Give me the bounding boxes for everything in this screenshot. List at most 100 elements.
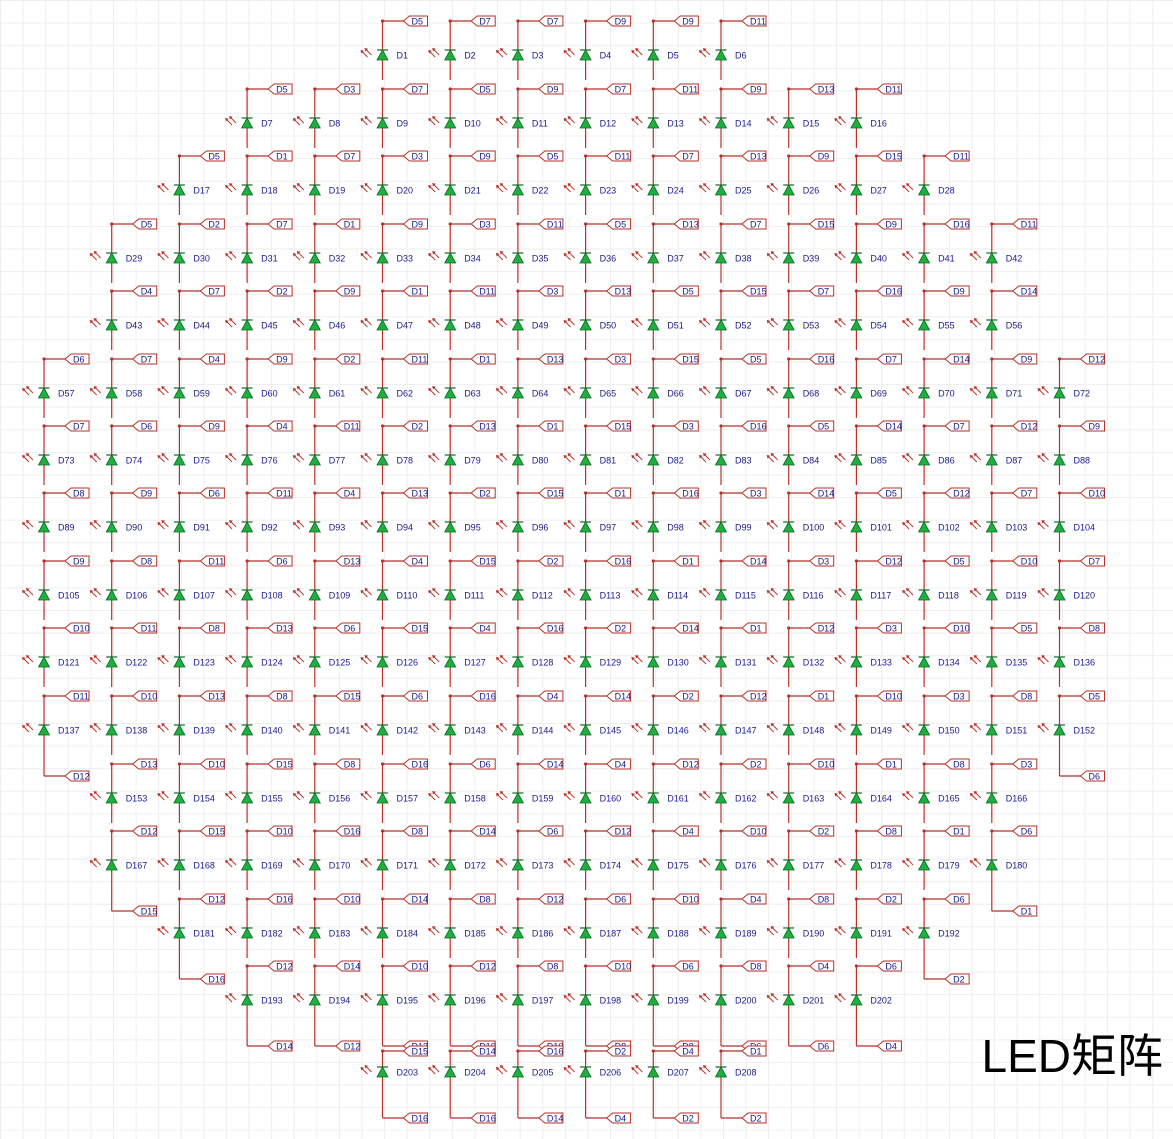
svg-text:D15: D15 (276, 759, 293, 769)
net-label-top: D11 (876, 83, 902, 95)
svg-text:D8: D8 (73, 488, 85, 498)
svg-text:D13: D13 (208, 691, 225, 701)
net-label-top: D14 (538, 758, 563, 770)
led-d70: D70 D14 (902, 353, 970, 418)
led-designator: D21 (464, 186, 481, 196)
led-designator: D81 (600, 456, 617, 466)
emission-arrows-icon (563, 386, 575, 396)
net-label-top: D13 (335, 555, 360, 567)
led-designator: D119 (1006, 591, 1027, 601)
led-designator: D95 (464, 523, 481, 533)
led-d31: D31 D7 (225, 218, 293, 283)
svg-text:D14: D14 (547, 1113, 564, 1123)
led-d50: D50 D13 (563, 285, 631, 350)
svg-text:D1: D1 (682, 556, 694, 566)
led-d108: D108 D6 (225, 555, 293, 620)
svg-text:D13: D13 (750, 151, 767, 161)
net-label-top: D2 (470, 487, 496, 499)
net-label-top: D16 (605, 555, 631, 567)
emission-arrows-icon (360, 386, 372, 396)
led-designator: D190 (803, 929, 825, 939)
net-label-top: D15 (267, 758, 293, 770)
svg-text:D6: D6 (276, 556, 288, 566)
net-label-top: D2 (605, 1045, 632, 1057)
led-designator: D203 (397, 1068, 419, 1078)
net-label-bottom: D16 (199, 973, 225, 985)
svg-text:D4: D4 (615, 759, 627, 769)
led-d29: D29 D5 (89, 218, 158, 283)
net-label-top: D12 (673, 758, 699, 770)
net-label-top: D7 (470, 15, 496, 27)
net-label-top: D3 (944, 690, 970, 702)
emission-arrows-icon (360, 318, 372, 328)
net-label-top: D11 (605, 150, 632, 162)
emission-arrows-icon (1037, 723, 1049, 733)
net-label-top: D4 (470, 622, 496, 634)
led-designator: D91 (193, 523, 210, 533)
net-label-top: D5 (673, 285, 699, 297)
net-label-top: D12 (1012, 420, 1037, 432)
led-d112: D112 D2 (495, 555, 564, 620)
svg-text:D3: D3 (479, 219, 491, 229)
emission-arrows-icon (563, 1065, 575, 1075)
led-designator: D15 (803, 119, 820, 129)
net-label-top: D2 (199, 218, 225, 230)
svg-text:D7: D7 (208, 286, 220, 296)
net-label-top: D5 (470, 83, 496, 95)
net-label-top: D4 (199, 353, 225, 365)
led-designator: D26 (803, 186, 820, 196)
net-label-top: D12 (538, 893, 563, 905)
led-designator: D67 (735, 389, 752, 399)
svg-text:D11: D11 (344, 421, 360, 431)
svg-text:D9: D9 (412, 219, 424, 229)
emission-arrows-icon (699, 48, 711, 58)
net-label-top: D5 (402, 15, 428, 27)
led-designator: D3 (532, 51, 544, 61)
led-designator: D64 (532, 389, 549, 399)
led-designator: D181 (193, 929, 215, 939)
svg-text:D11: D11 (208, 556, 224, 566)
net-label-top: D5 (1012, 622, 1038, 634)
led-designator: D62 (397, 389, 414, 399)
svg-text:D1: D1 (953, 826, 965, 836)
svg-text:D4: D4 (208, 354, 220, 364)
led-d173: D173 D6 (495, 825, 564, 890)
svg-text:D15: D15 (885, 151, 902, 161)
led-d53: D53 D7 (766, 285, 835, 350)
led-designator: D143 (464, 726, 486, 736)
svg-text:D7: D7 (885, 354, 897, 364)
led-designator: D52 (735, 321, 752, 331)
svg-text:D9: D9 (953, 286, 965, 296)
net-label-top: D15 (402, 622, 428, 634)
emission-arrows-icon (360, 588, 372, 598)
led-designator: D153 (126, 794, 148, 804)
emission-arrows-icon (428, 1065, 440, 1075)
net-label-bottom: D12 (64, 770, 90, 782)
led-designator: D99 (735, 523, 752, 533)
svg-text:D14: D14 (615, 691, 632, 701)
emission-arrows-icon (563, 251, 575, 261)
emission-arrows-icon (89, 453, 102, 463)
led-designator: D118 (938, 591, 959, 601)
svg-text:D7: D7 (750, 219, 762, 229)
net-label-top: D12 (470, 960, 496, 972)
led-designator: D166 (1006, 794, 1028, 804)
emission-arrows-icon (292, 520, 305, 530)
svg-text:D4: D4 (885, 1041, 897, 1051)
svg-text:D13: D13 (818, 84, 835, 94)
svg-text:D7: D7 (953, 421, 965, 431)
svg-text:D13: D13 (547, 354, 564, 364)
led-designator: D12 (600, 119, 617, 129)
emission-arrows-icon (563, 926, 575, 936)
led-d124: D124 D13 (225, 622, 293, 687)
net-label-top: D9 (876, 218, 902, 230)
net-label-top: D9 (267, 353, 293, 365)
svg-text:D9: D9 (73, 556, 85, 566)
led-d73: D73 D7 (22, 420, 90, 485)
emission-arrows-icon (834, 183, 846, 193)
net-label-top: D16 (402, 758, 428, 770)
net-label-top: D1 (741, 622, 767, 634)
emission-arrows-icon (902, 926, 914, 936)
svg-text:D14: D14 (885, 421, 902, 431)
led-designator: D149 (870, 726, 892, 736)
